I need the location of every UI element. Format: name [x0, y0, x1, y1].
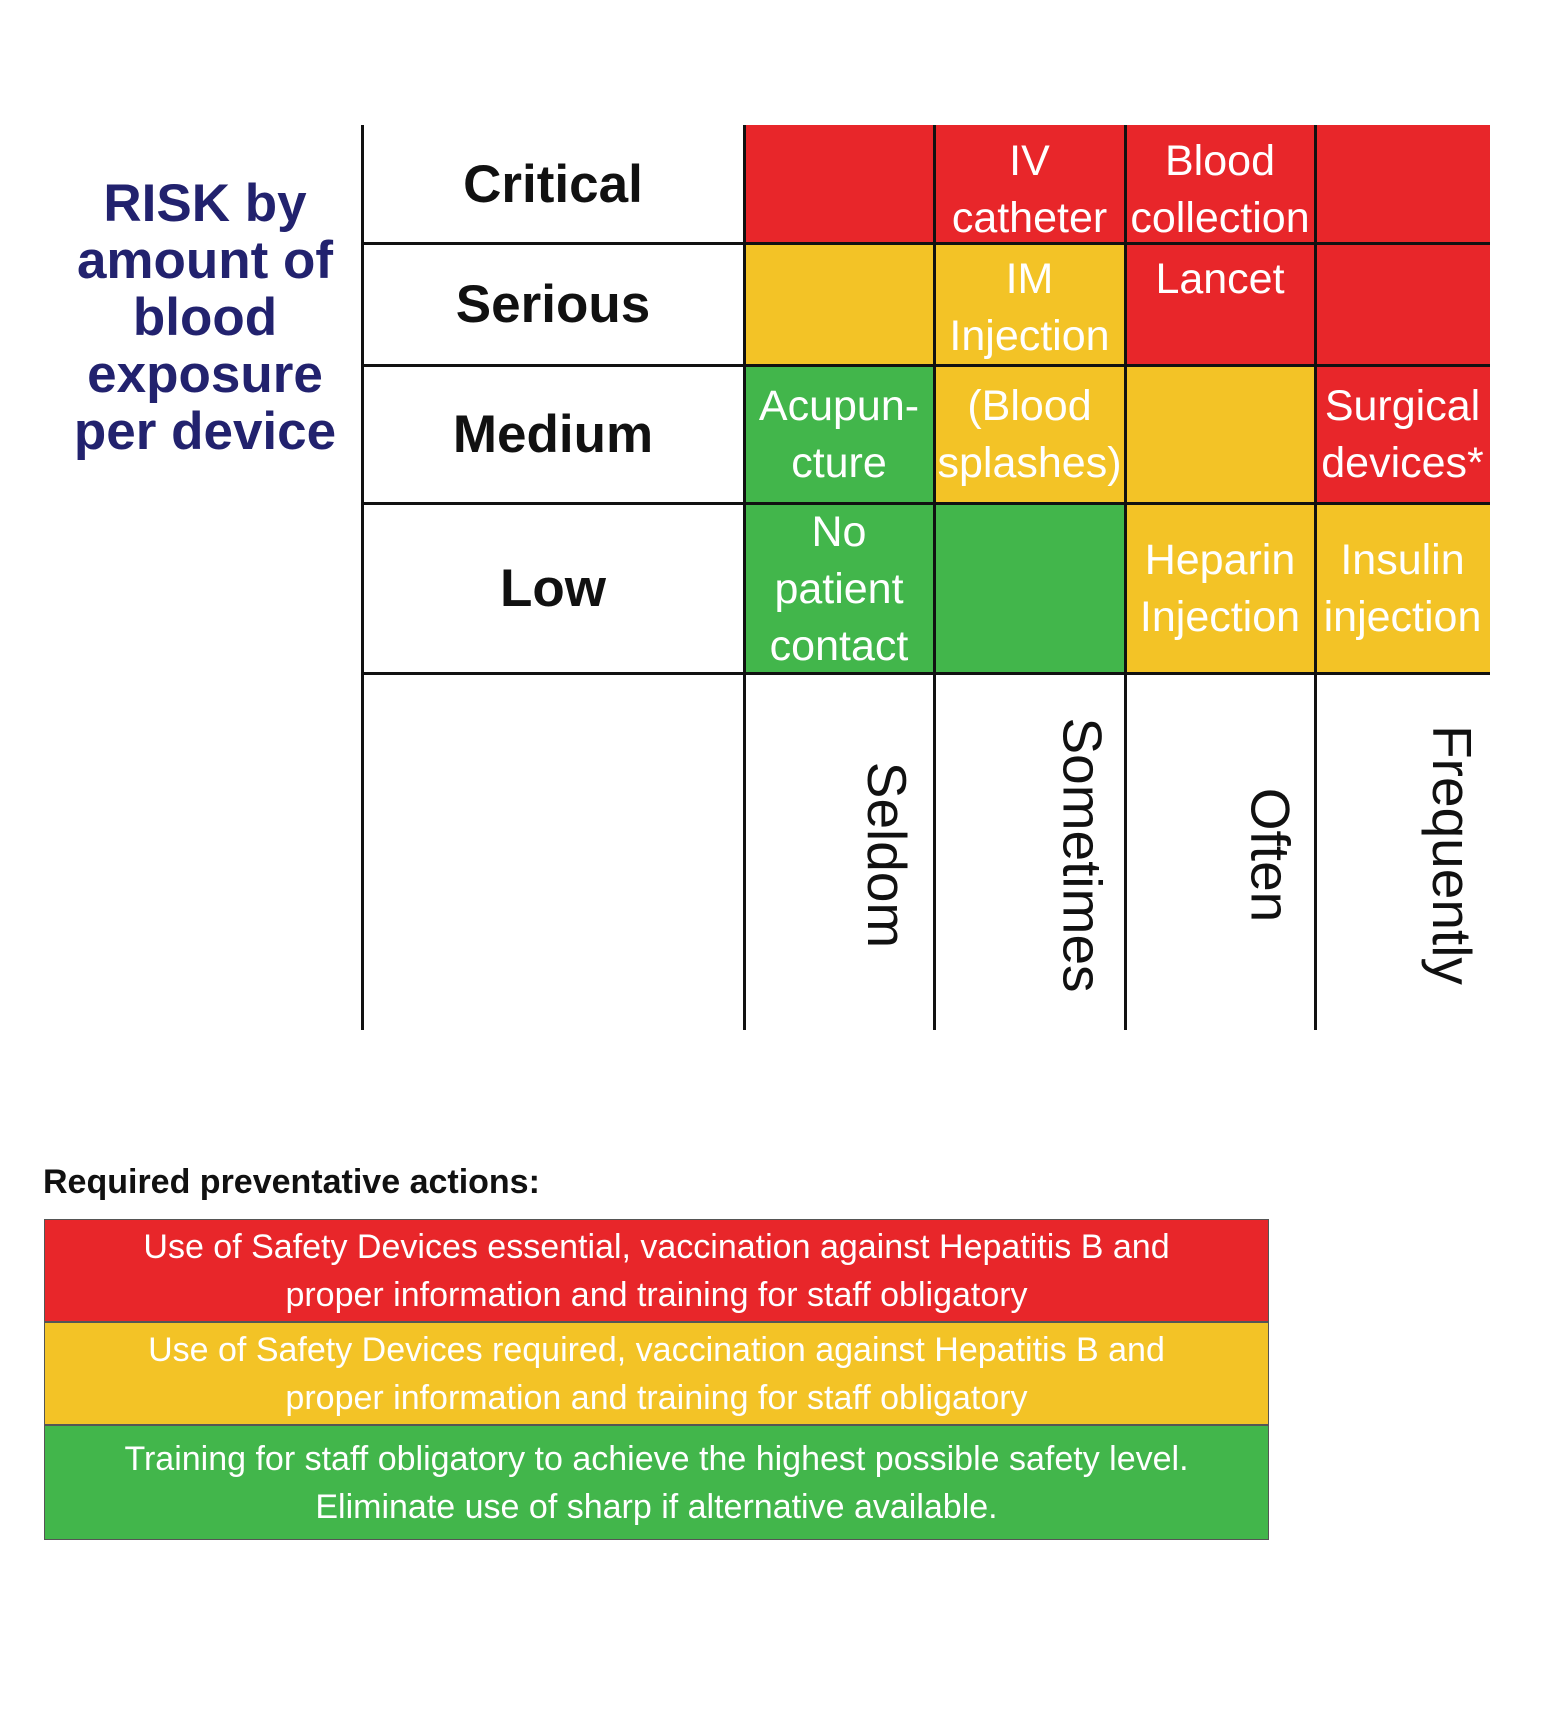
legend-title: Required preventative actions: — [43, 1163, 540, 1201]
legend-item-line: proper information and training for staf… — [285, 1378, 1028, 1417]
legend-item-text: Training for staff obligatory to achieve… — [124, 1435, 1188, 1531]
matrix-cell — [1315, 125, 1490, 243]
matrix-cell-line: No — [811, 507, 867, 556]
legend-item: Training for staff obligatory to achieve… — [44, 1425, 1269, 1540]
risk-matrix: Critical IV catheter Blood collection Serious… — [361, 125, 1492, 1030]
matrix-cell-text: Lancet — [1155, 251, 1284, 308]
column-label-often: Often — [1230, 680, 1310, 1030]
column-label-sometimes: Sometimes — [1043, 680, 1123, 1030]
matrix-cell-line: Acupun- — [758, 382, 920, 430]
grid-line — [362, 242, 1490, 245]
y-axis-title-line: per device — [73, 402, 337, 461]
matrix-cell-line: collection — [1130, 194, 1310, 242]
legend-item-line: Training for staff obligatory to achieve… — [124, 1439, 1189, 1478]
matrix-cell: Heparin Injection — [1125, 503, 1315, 673]
matrix-cell: Surgical devices* — [1315, 365, 1490, 503]
matrix-cell-line: Heparin — [1144, 536, 1296, 584]
matrix-cell-line: contact — [769, 621, 909, 670]
legend-item-text: Use of Safety Devices essential, vaccina… — [143, 1223, 1169, 1319]
matrix-cell-line: catheter — [951, 194, 1108, 242]
matrix-cell: Acupun-cture — [744, 365, 934, 503]
grid-line — [743, 125, 746, 1030]
legend-item-line: Use of Safety Devices required, vaccinat… — [148, 1330, 1165, 1369]
grid-line — [1124, 125, 1127, 1030]
matrix-cell-line: Injection — [1139, 593, 1301, 641]
matrix-cell-text: Heparin Injection — [1140, 532, 1300, 646]
y-axis-title-line: blood — [132, 288, 278, 347]
matrix-cell-text: No patient contact — [770, 504, 909, 675]
matrix-cell-line: splashes) — [937, 439, 1122, 487]
y-axis-title: RISK by amount of blood exposure per dev… — [40, 175, 370, 460]
matrix-cell-line: cture — [791, 439, 887, 487]
y-axis-title-line: exposure — [87, 345, 323, 404]
matrix-cell: IV catheter — [934, 125, 1125, 243]
column-label-text: Frequently — [1421, 725, 1484, 985]
matrix-cell-text: Surgical devices* — [1321, 378, 1484, 492]
legend-item: Use of Safety Devices essential, vaccina… — [44, 1219, 1269, 1322]
grid-line — [362, 364, 1490, 367]
y-axis-title-line: amount of — [76, 231, 334, 290]
matrix-cell-line: devices* — [1321, 439, 1484, 487]
matrix-cell-line: Blood — [1165, 137, 1275, 185]
row-label-serious: Serious — [455, 274, 651, 334]
matrix-cell-line: patient — [774, 564, 904, 613]
matrix-cell-line: Injection — [949, 312, 1110, 360]
matrix-cell — [934, 503, 1125, 673]
column-label-frequently: Frequently — [1412, 680, 1492, 1030]
matrix-cell-line: Insulin — [1340, 536, 1465, 584]
column-label-text: Often — [1239, 787, 1301, 923]
y-axis-line — [361, 125, 364, 1030]
column-label-text: Sometimes — [1052, 717, 1114, 993]
row-label-low: Low — [500, 558, 606, 618]
grid-line — [362, 502, 1490, 505]
matrix-cell-text: (Blood splashes) — [937, 378, 1121, 492]
row-label-medium: Medium — [452, 404, 654, 464]
matrix-cell — [1315, 243, 1490, 365]
matrix-cell: Insulin injection — [1315, 503, 1490, 673]
legend-item-text: Use of Safety Devices required, vaccinat… — [148, 1326, 1165, 1422]
column-label-text: Seldom — [856, 761, 919, 949]
legend-item-line: proper information and training for staf… — [285, 1275, 1028, 1314]
legend-item: Use of Safety Devices required, vaccinat… — [44, 1322, 1269, 1425]
matrix-cell-line: injection — [1323, 593, 1482, 641]
grid-line — [1314, 125, 1317, 1030]
legend-item-line: Use of Safety Devices essential, vaccina… — [143, 1227, 1170, 1266]
matrix-cell: IM Injection — [934, 243, 1125, 365]
matrix-cell — [744, 243, 934, 365]
matrix-cell-text: Acupun-cture — [759, 378, 919, 492]
row-label-critical: Critical — [463, 154, 643, 214]
matrix-cell: Blood collection — [1125, 125, 1315, 243]
matrix-cell-line: IM — [1005, 255, 1054, 303]
column-label-seldom: Seldom — [847, 680, 927, 1030]
matrix-cell-text: Blood collection — [1130, 133, 1309, 247]
matrix-cell-line: Surgical — [1324, 382, 1481, 430]
y-axis-title-line: RISK by — [103, 174, 307, 233]
matrix-cell-text: IV catheter — [952, 133, 1107, 247]
grid-line — [362, 672, 1490, 675]
legend-item-line: Eliminate use of sharp if alternative av… — [315, 1487, 998, 1526]
grid-line — [933, 125, 936, 1030]
matrix-cell-line: (Blood — [967, 382, 1092, 430]
matrix-cell-line: IV — [1009, 137, 1050, 185]
matrix-cell: Lancet — [1125, 243, 1315, 365]
matrix-cell — [744, 125, 934, 243]
matrix-cell — [1125, 365, 1315, 503]
matrix-cell-text: Insulin injection — [1324, 532, 1482, 646]
matrix-cell: No patient contact — [744, 503, 934, 673]
matrix-cell: (Blood splashes) — [934, 365, 1125, 503]
matrix-cell-line: Lancet — [1155, 255, 1285, 303]
matrix-cell-text: IM Injection — [949, 251, 1109, 365]
